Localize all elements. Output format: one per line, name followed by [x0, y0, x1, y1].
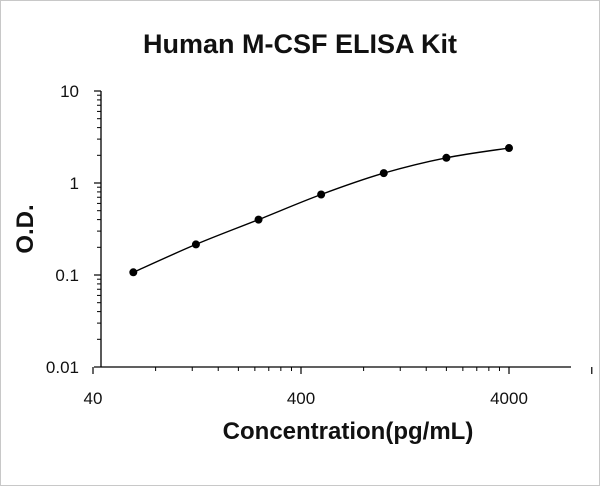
y-tick-label: 10: [60, 82, 79, 101]
y-tick-label: 0.01: [46, 358, 79, 377]
y-tick-label: 1: [70, 174, 79, 193]
data-point: [317, 190, 326, 199]
x-tick-label: 4000: [490, 389, 528, 408]
x-tick-label: 400: [287, 389, 315, 408]
data-point: [129, 268, 138, 277]
y-tick-labels: 0.01 0.1 1 10: [46, 82, 79, 377]
data-point: [505, 144, 513, 153]
data-point: [379, 169, 388, 178]
y-axis-label: O.D.: [12, 204, 39, 253]
x-axis-label: Concentration(pg/mL): [223, 418, 474, 445]
chart-title: Human M-CSF ELISA Kit: [143, 29, 457, 59]
x-tick-label: 40: [84, 389, 103, 408]
y-ticks: [94, 90, 101, 368]
data-point: [191, 240, 200, 249]
data-points: [129, 144, 513, 277]
y-tick-label: 0.1: [55, 266, 79, 285]
data-point: [254, 215, 263, 224]
axes: [100, 91, 571, 368]
series-line: [133, 147, 510, 273]
x-ticks: [92, 367, 593, 374]
data-point: [442, 153, 451, 162]
x-tick-labels: 40 400 4000: [84, 389, 528, 408]
